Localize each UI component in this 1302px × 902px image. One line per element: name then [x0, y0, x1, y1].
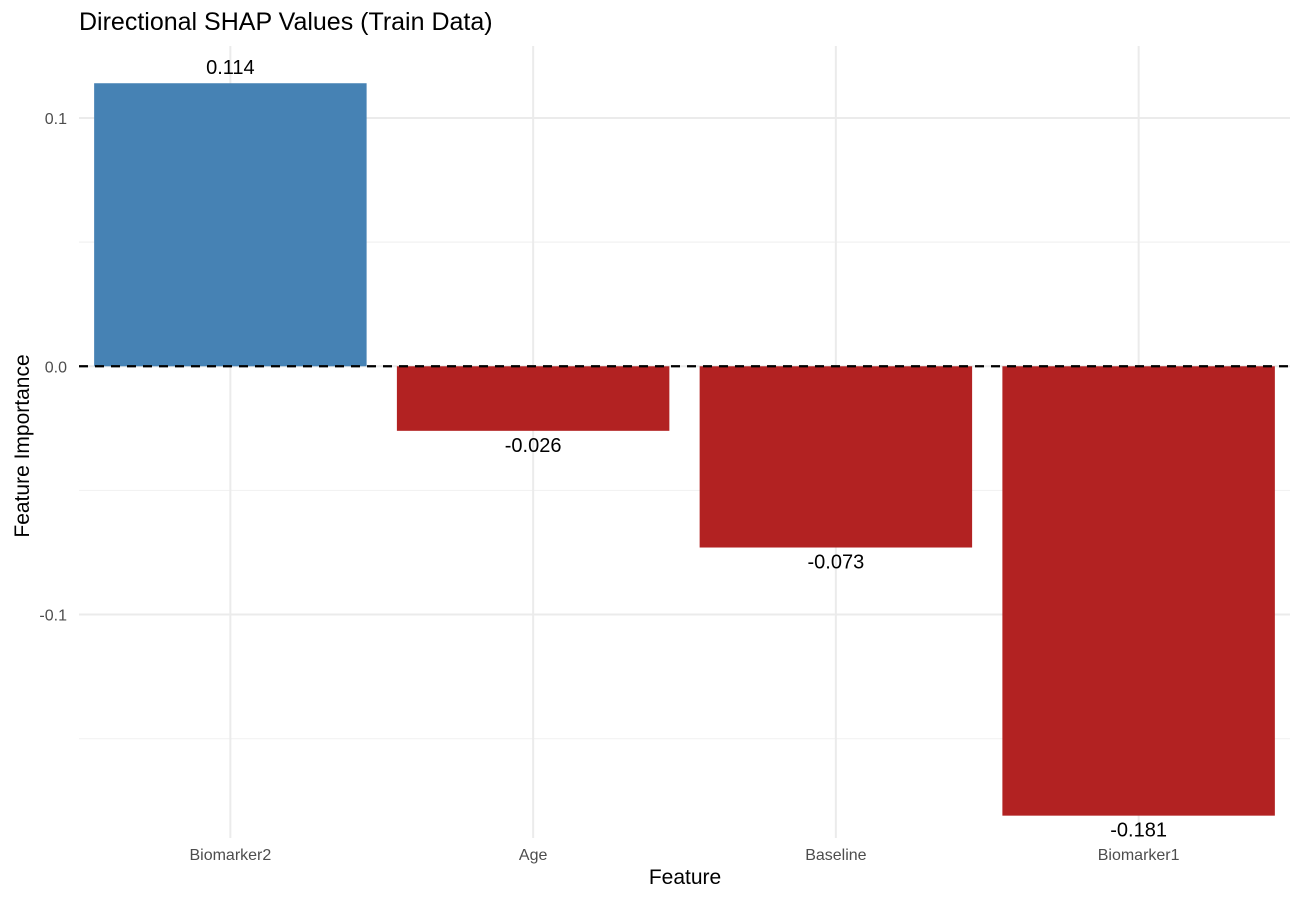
- x-axis-ticks: Biomarker2 Age Baseline Biomarker1: [189, 847, 1179, 864]
- x-tick-label: Biomarker1: [1098, 847, 1180, 864]
- y-axis-ticks: 0.1 0.0 -0.1: [39, 111, 67, 625]
- bar-value-label: -0.073: [808, 552, 865, 574]
- bar-baseline: [699, 366, 973, 548]
- x-tick-label: Biomarker2: [189, 847, 271, 864]
- x-axis-title: Feature: [649, 866, 721, 889]
- bar-layer: [94, 83, 1275, 816]
- bar-value-label: 0.114: [206, 57, 255, 79]
- y-tick-label: 0.1: [45, 111, 67, 128]
- bar-value-label: -0.181: [1110, 820, 1167, 842]
- data-label-layer: 0.114 -0.026 -0.073 -0.181: [206, 57, 1167, 841]
- bar-value-label: -0.026: [505, 435, 562, 457]
- bar-age: [396, 366, 670, 431]
- y-tick-label: -0.1: [39, 608, 67, 625]
- bar-biomarker1: [1002, 366, 1275, 816]
- chart-title: Directional SHAP Values (Train Data): [79, 8, 493, 36]
- bar-biomarker2: [94, 83, 367, 367]
- y-axis-title: Feature Importance: [11, 354, 34, 537]
- y-tick-label: 0.0: [45, 359, 67, 376]
- x-tick-label: Age: [519, 847, 548, 864]
- x-tick-label: Baseline: [805, 847, 866, 864]
